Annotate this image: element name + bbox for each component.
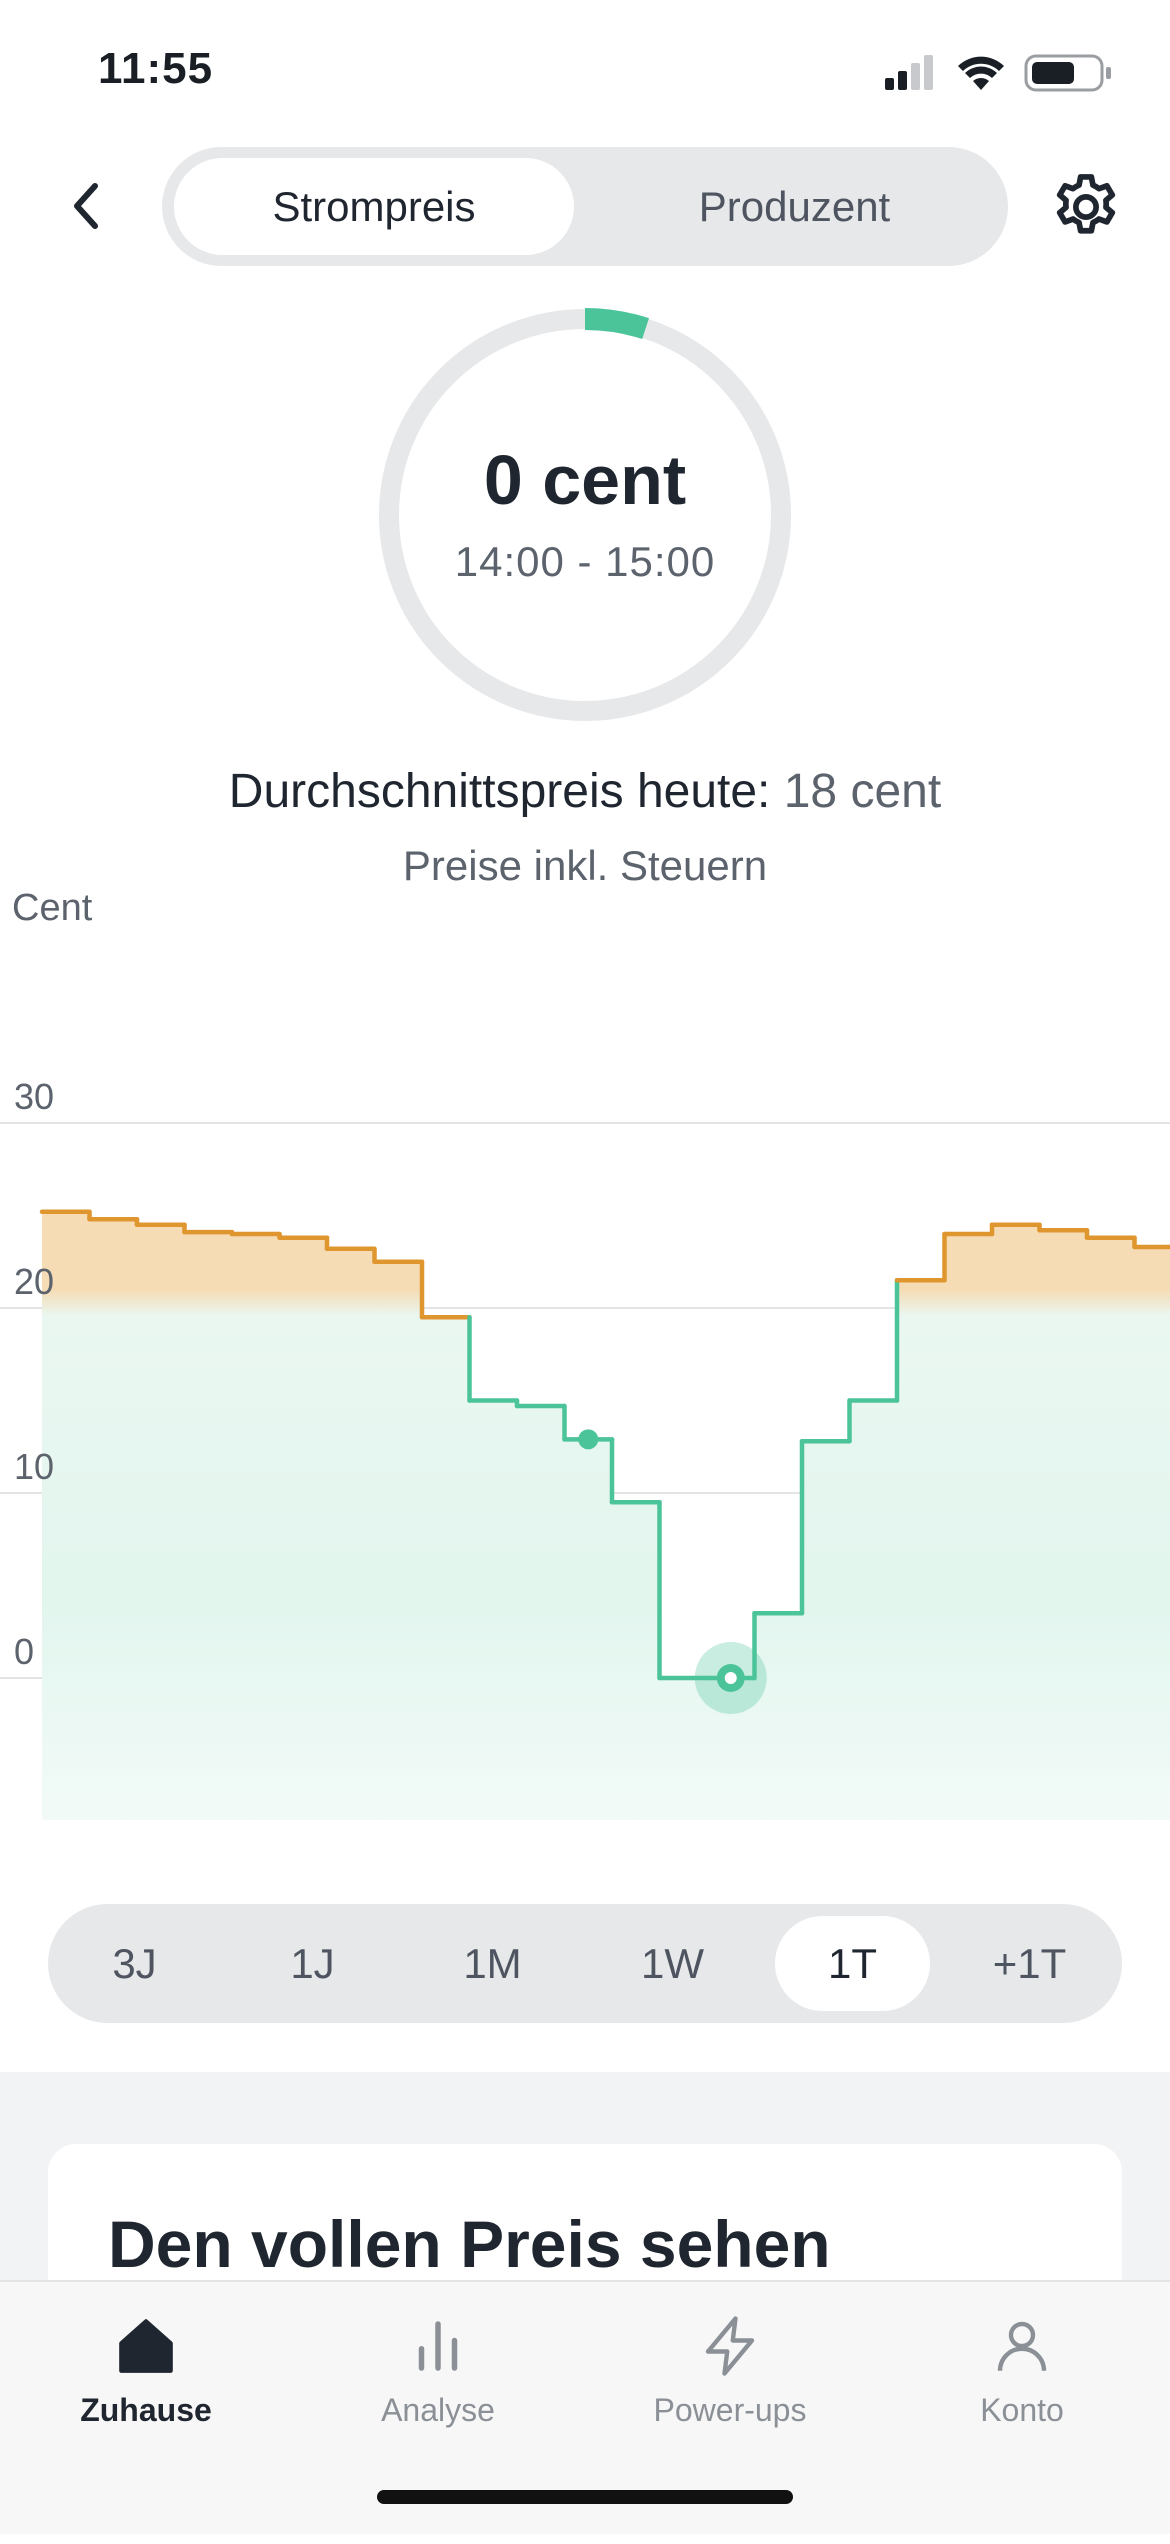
- tab-strompreis[interactable]: Strompreis: [174, 158, 574, 255]
- y-tick-label: -10: [14, 1816, 66, 1820]
- home-icon: [106, 2306, 186, 2386]
- range-option-1t[interactable]: 1T: [775, 1916, 930, 2011]
- tax-note: Preise inkl. Steuern: [402, 842, 768, 889]
- price-gauge: [379, 308, 791, 721]
- average-price: Durchschnittspreis heute: 18 cent: [0, 764, 1170, 819]
- range-option-plus-1t[interactable]: +1T: [992, 1939, 1067, 1987]
- chevron-left-icon: [74, 183, 98, 229]
- status-time: 11:55: [98, 44, 214, 93]
- home-indicator: [377, 2490, 793, 2504]
- tab-label: Analyse: [381, 2392, 495, 2428]
- tab-konto[interactable]: Konto: [876, 2282, 1168, 2472]
- range-option-1j[interactable]: 1J: [290, 1939, 335, 1987]
- tab-analyse[interactable]: Analyse: [292, 2282, 584, 2472]
- tab-power-ups[interactable]: Power-ups: [584, 2282, 876, 2472]
- person-icon: [982, 2306, 1062, 2386]
- y-tick-label: 20: [14, 1261, 54, 1302]
- average-price-label: Durchschnittspreis heute:: [228, 765, 771, 818]
- y-tick-label: 10: [14, 1446, 54, 1487]
- tab-label: Power-ups: [653, 2392, 807, 2428]
- tab-label: Konto: [980, 2392, 1064, 2428]
- selected-point-center: [724, 1672, 737, 1684]
- current-price-time: 14:00 - 15:00: [454, 538, 716, 585]
- chart-marks: [578, 1429, 767, 1714]
- settings-button[interactable]: [1045, 166, 1127, 248]
- chart-fill: [42, 1211, 1170, 1820]
- chart-lines: [39, 1209, 1170, 1681]
- gauge-progress: [584, 308, 649, 340]
- average-price-value: 18 cent: [783, 765, 942, 818]
- signal-icon: [885, 55, 933, 90]
- status-icons: [885, 54, 1111, 92]
- tab-produzent[interactable]: Produzent: [698, 182, 891, 230]
- range-option-1w[interactable]: 1W: [641, 1939, 704, 1987]
- tab-label: Zuhause: [80, 2392, 212, 2428]
- y-tick-label: 0: [14, 1631, 34, 1672]
- range-option-3j[interactable]: 3J: [112, 1939, 157, 1987]
- back-button[interactable]: [50, 166, 120, 246]
- y-axis-label: Cent: [12, 890, 93, 929]
- view-switcher: Strompreis Produzent: [162, 147, 1008, 266]
- area-fill: [42, 1211, 1170, 1820]
- y-tick-label: 30: [14, 1076, 54, 1117]
- tab-zuhause[interactable]: Zuhause: [0, 2282, 292, 2472]
- current-price: 0 cent: [483, 441, 687, 519]
- bolt-icon: [690, 2306, 770, 2386]
- range-option-1m[interactable]: 1M: [463, 1939, 522, 1987]
- battery-icon: [1024, 54, 1111, 92]
- range-selector: 3J 1J 1M 1W 1T +1T: [48, 1904, 1122, 2023]
- card-title: Den vollen Preis sehen: [108, 2207, 831, 2281]
- price-marker: [578, 1429, 599, 1450]
- wifi-icon: [958, 56, 1004, 90]
- bar-chart-icon: [398, 2306, 478, 2386]
- gear-icon: [1056, 174, 1116, 234]
